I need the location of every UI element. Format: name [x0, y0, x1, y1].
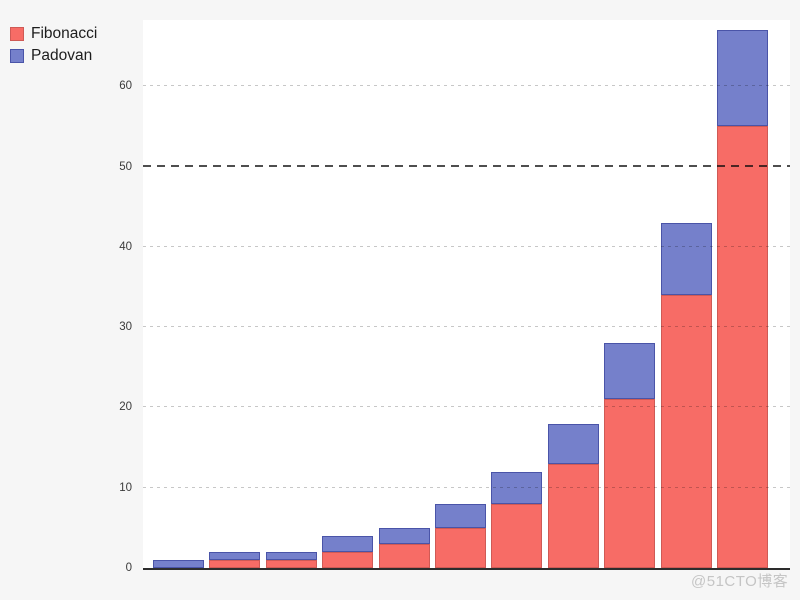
legend-item-fibonacci: Fibonacci	[10, 26, 97, 42]
watermark: @51CTO博客	[691, 573, 789, 590]
legend-label-fibonacci: Fibonacci	[31, 25, 98, 42]
stacked-bar-10	[660, 223, 712, 568]
stacked-bar-8	[547, 424, 599, 568]
bar-segment-padovan	[547, 424, 599, 464]
legend-label-padovan: Padovan	[31, 47, 93, 64]
bar-segment-padovan	[660, 223, 712, 295]
bar-segment-padovan	[717, 30, 768, 126]
stacked-bar-4	[322, 536, 374, 568]
bar-segment-fibonacci	[265, 560, 317, 568]
y-tick-label-40: 40	[119, 240, 132, 253]
bar-segment-padovan	[604, 343, 656, 399]
bar-segment-fibonacci	[660, 295, 712, 568]
y-tick-label-30: 30	[119, 321, 132, 334]
y-tick-label-20: 20	[119, 401, 132, 414]
y-tick-label-50: 50	[119, 160, 132, 173]
bar-segment-padovan	[378, 528, 430, 544]
y-tick-label-0: 0	[125, 562, 132, 574]
gridline-40	[143, 245, 790, 247]
bar-segment-fibonacci	[547, 464, 599, 568]
gridline-30	[143, 326, 790, 328]
fibonacci-swatch-icon	[10, 27, 24, 41]
gridline-10	[143, 486, 790, 488]
bar-segment-fibonacci	[209, 560, 261, 568]
plot-area	[143, 20, 790, 570]
bar-segment-fibonacci	[717, 126, 768, 568]
bar-segment-fibonacci	[435, 528, 486, 568]
bar-segment-fibonacci	[491, 504, 543, 568]
bar-segment-fibonacci	[322, 552, 374, 568]
gridline-20	[143, 406, 790, 408]
bar-segment-padovan	[209, 552, 261, 560]
bar-segment-fibonacci	[378, 544, 430, 568]
padovan-swatch-icon	[10, 49, 24, 63]
stacked-bar-2	[209, 552, 261, 568]
stacked-bar-11	[717, 30, 768, 568]
y-axis: 0 10 20 30 40 50 60	[0, 20, 137, 574]
stacked-bar-7	[491, 472, 543, 568]
stacked-bar-5	[378, 528, 430, 568]
stacked-bar-9	[604, 343, 656, 568]
bar-segment-padovan	[491, 472, 543, 504]
bar-segment-padovan	[265, 552, 317, 560]
reference-line-50	[143, 164, 790, 167]
stacked-bar-3	[265, 552, 317, 568]
stacked-bar-6	[435, 504, 486, 568]
bar-segment-fibonacci	[604, 399, 656, 568]
bar-segment-padovan	[322, 536, 374, 552]
stacked-bar-1	[153, 560, 204, 568]
legend-item-padovan: Padovan	[10, 48, 97, 64]
y-tick-label-60: 60	[119, 80, 132, 93]
gridline-60	[143, 85, 790, 87]
bar-segment-padovan	[153, 560, 204, 568]
legend: Fibonacci Padovan	[10, 26, 97, 70]
y-tick-label-10: 10	[119, 481, 132, 494]
bar-segment-padovan	[435, 504, 486, 528]
